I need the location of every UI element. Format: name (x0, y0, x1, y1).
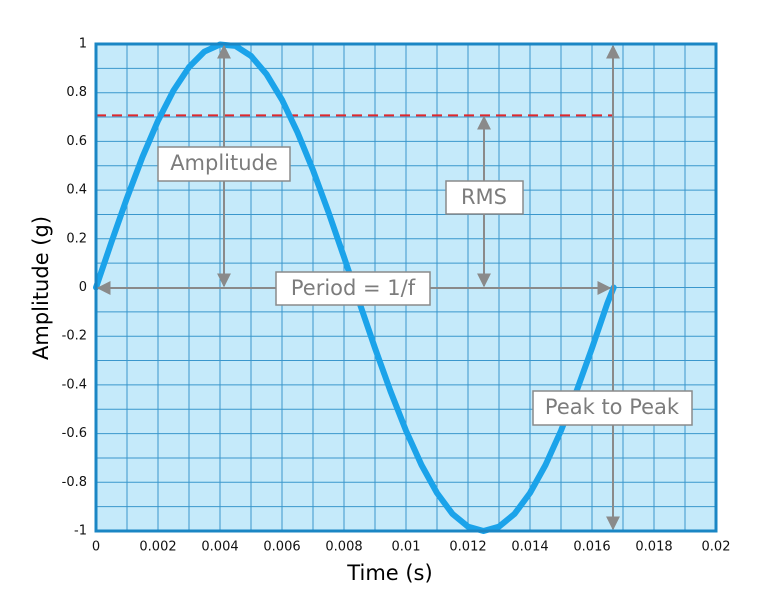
y-tick-label: -0.2 (62, 329, 87, 344)
annotation: RMS (461, 185, 507, 209)
y-tick-label: 0.8 (66, 85, 87, 100)
annotation-box (532, 390, 693, 426)
x-tick-label: 0.014 (511, 540, 548, 555)
annotation: Amplitude (170, 151, 278, 175)
x-tick-label: 0.018 (635, 540, 672, 555)
y-tick-label: 0.6 (66, 134, 87, 149)
y-tick-label: 1 (79, 37, 87, 52)
annotation: Period = 1/f (291, 276, 416, 300)
y-tick-label: 0.2 (66, 231, 87, 246)
y-tick-label: -0.8 (62, 475, 87, 490)
y-tick-label: -0.6 (62, 426, 87, 441)
y-tick-label: 0 (79, 280, 87, 295)
annotation-box (157, 146, 291, 182)
x-tick-label: 0.012 (449, 540, 486, 555)
y-tick-label: -1 (74, 524, 87, 539)
x-tick-label: 0.004 (201, 540, 238, 555)
x-tick-label: 0.016 (573, 540, 610, 555)
plot-border (94, 42, 718, 533)
x-tick-label: 0.006 (263, 540, 300, 555)
annotation-box (275, 271, 431, 306)
annotations: Amplitude RMS Period = 1/f Peak to Peak (96, 44, 693, 531)
x-tick-label: 0 (92, 540, 100, 555)
y-axis-label: Amplitude (g) (29, 216, 53, 360)
x-axis-label: Time (s) (346, 561, 432, 585)
y-tick-label: -0.4 (62, 377, 87, 392)
y-tick-label: 0.4 (66, 183, 87, 198)
x-tick-label: 0.002 (139, 540, 176, 555)
annotation: Peak to Peak (545, 395, 680, 419)
annotation-box (445, 180, 524, 215)
x-tick-label: 0.02 (702, 540, 731, 555)
x-tick-label: 0.01 (392, 540, 421, 555)
x-tick-label: 0.008 (325, 540, 362, 555)
